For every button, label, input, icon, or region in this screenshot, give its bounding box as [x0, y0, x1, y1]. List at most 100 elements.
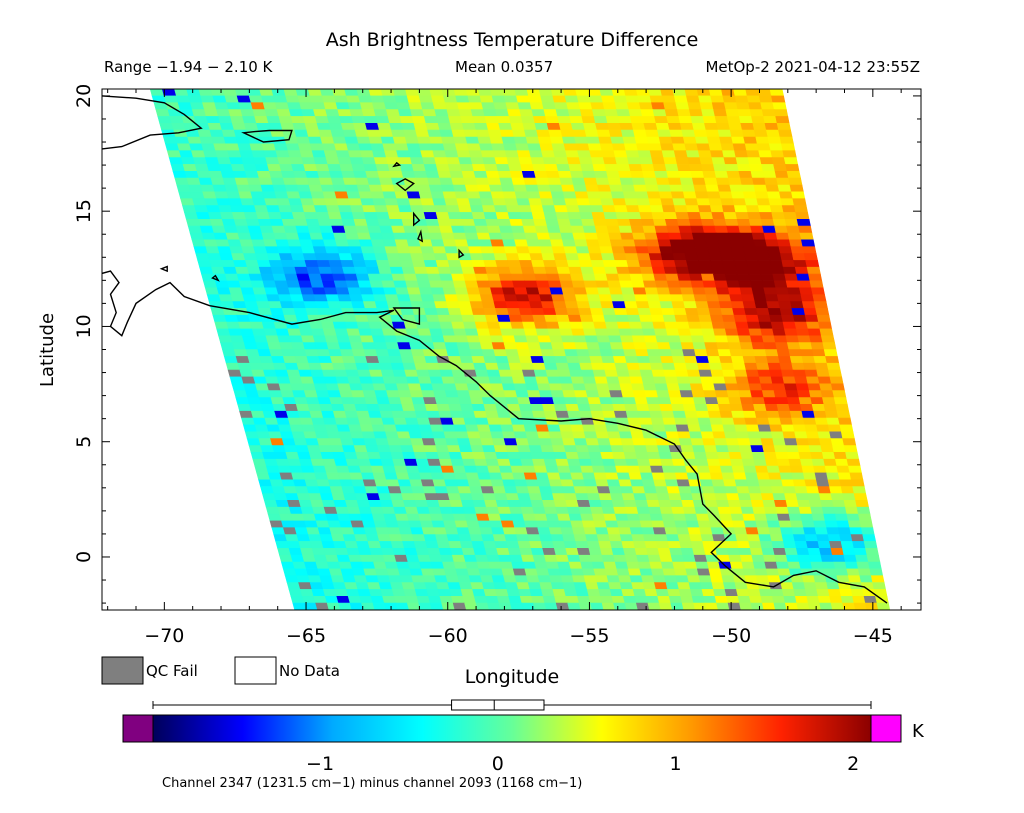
swath-pixel	[483, 308, 498, 316]
swath-pixel	[427, 321, 442, 330]
swath-pixel	[676, 109, 692, 117]
swath-pixel	[351, 479, 366, 487]
swath-pixel	[534, 273, 549, 282]
swath-pixel	[777, 568, 792, 577]
swath-pixel	[782, 376, 797, 385]
swath-pixel	[645, 239, 660, 247]
swath-pixel	[757, 205, 773, 213]
swath-pixel	[593, 472, 608, 481]
swath-pixel	[635, 301, 651, 309]
swath-pixel	[855, 499, 869, 508]
swath-pixel	[541, 589, 555, 597]
swath-pixel	[454, 472, 469, 481]
swath-pixel	[417, 465, 432, 474]
swath-pixel	[773, 164, 788, 172]
swath-pixel	[299, 328, 314, 337]
swath-pixel	[347, 150, 363, 158]
swath-pixel	[540, 445, 555, 453]
swath-pixel	[459, 541, 474, 549]
swath-pixel	[759, 266, 774, 275]
swath-pixel	[491, 390, 506, 398]
swath-pixel	[577, 205, 593, 213]
swath-pixel	[245, 219, 261, 227]
swath-pixel	[182, 205, 197, 213]
swath-pixel	[651, 520, 666, 529]
swath-pixel	[566, 260, 582, 268]
swath-pixel	[341, 397, 356, 405]
swath-pixel	[552, 301, 568, 309]
swath-pixel	[405, 328, 420, 337]
swath-pixel	[581, 116, 596, 124]
swath-pixel	[572, 431, 587, 439]
swath-pixel	[492, 534, 507, 542]
swath-pixel	[361, 342, 377, 350]
swath-pixel	[718, 301, 733, 309]
swath-pixel	[456, 150, 472, 158]
swath-pixel	[650, 465, 665, 474]
swath-pixel	[536, 232, 551, 241]
swath-pixel	[342, 575, 357, 583]
swath-pixel	[816, 534, 830, 542]
swath-pixel	[811, 403, 826, 412]
swath-pixel	[590, 410, 605, 419]
swath-pixel	[370, 465, 385, 474]
swath-pixel	[315, 390, 330, 398]
swath-pixel	[675, 266, 690, 275]
swath-pixel	[343, 362, 358, 371]
swath-pixel	[725, 383, 740, 391]
swath-pixel	[578, 157, 594, 165]
swath-pixel	[593, 219, 608, 227]
coastline	[395, 178, 415, 192]
swath-pixel	[457, 301, 473, 309]
swath-pixel	[686, 314, 701, 323]
swath-pixel	[210, 177, 226, 186]
swath-pixel	[690, 438, 705, 446]
swath-pixel	[778, 246, 793, 254]
swath-pixel	[265, 157, 280, 165]
swath-pixel	[651, 212, 666, 220]
swath-pixel	[235, 136, 251, 145]
swath-pixel	[321, 95, 337, 103]
swath-pixel	[439, 273, 454, 282]
swath-pixel	[308, 451, 324, 460]
swath-pixel	[571, 177, 586, 186]
swath-pixel	[167, 109, 183, 117]
swath-pixel	[541, 205, 557, 213]
swath-pixel	[725, 541, 740, 549]
swath-pixel	[659, 554, 674, 563]
swath-pixel	[808, 390, 823, 398]
swath-pixel	[737, 164, 752, 172]
swath-pixel	[575, 397, 590, 405]
swath-pixel	[369, 369, 384, 378]
swath-pixel	[382, 191, 398, 199]
swath-pixel	[604, 266, 619, 275]
swath-pixel	[684, 410, 699, 419]
swath-pixel	[795, 212, 810, 220]
swath-pixel	[471, 541, 486, 549]
swath-pixel	[373, 157, 389, 165]
swath-pixel	[290, 383, 305, 391]
swath-pixel	[242, 205, 257, 213]
swath-pixel	[687, 266, 702, 275]
swath-pixel	[414, 589, 429, 597]
swath-pixel	[368, 589, 383, 597]
swath-pixel	[553, 150, 568, 158]
swath-pixel	[598, 136, 613, 145]
swath-pixel	[323, 506, 338, 515]
swath-pixel	[435, 212, 451, 220]
swath-pixel	[219, 253, 234, 261]
swath-pixel	[395, 472, 411, 481]
swath-pixel	[515, 246, 531, 254]
swath-pixel	[590, 458, 605, 467]
swath-pixel	[606, 171, 621, 179]
swath-pixel	[420, 568, 435, 577]
swath-pixel	[615, 314, 630, 323]
swath-pixel	[668, 595, 683, 604]
swath-pixel	[356, 136, 372, 145]
swath-pixel	[330, 356, 345, 364]
swath-pixel	[703, 445, 718, 453]
swath-pixel	[583, 431, 598, 439]
swath-pixel	[191, 150, 206, 158]
swath-pixel	[319, 225, 334, 234]
swath-pixel	[673, 362, 688, 371]
